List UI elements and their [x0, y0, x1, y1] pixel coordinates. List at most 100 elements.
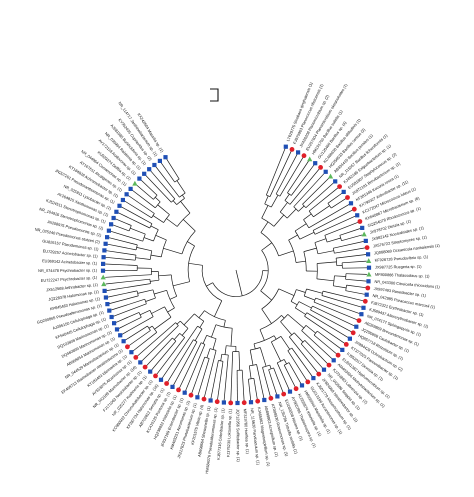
leaf-marker-blue: [105, 302, 110, 307]
leaf-marker-green: [307, 156, 313, 162]
tree-branch: [118, 212, 150, 229]
tree-branch: [345, 290, 365, 295]
tree-branch-arc: [248, 378, 254, 380]
tree-branch: [287, 350, 307, 381]
tree-branch: [269, 364, 272, 369]
tree-branch: [260, 221, 269, 233]
tree-branch: [327, 192, 343, 204]
leaf-marker-blue: [341, 189, 346, 194]
tree-branch: [264, 195, 269, 205]
leaf-marker-blue: [355, 213, 360, 218]
leaf-marker-blue: [158, 377, 164, 382]
tree-branches: [104, 148, 368, 402]
tree-branch-arc: [212, 270, 263, 297]
tree-branch-arc: [157, 271, 160, 281]
tree-branch: [322, 290, 364, 302]
leaf-marker-blue: [361, 305, 366, 310]
tree-branch: [315, 297, 360, 314]
tree-branch: [303, 247, 317, 252]
tree-branch-arc: [149, 310, 154, 317]
leaf-marker-blue: [120, 197, 125, 203]
tree-branch: [187, 241, 195, 247]
leaf-marker-blue: [101, 261, 106, 266]
leaf-marker-blue: [117, 203, 122, 208]
tree-branch-arc: [204, 356, 210, 359]
tree-branch: [312, 209, 353, 231]
tree-branch: [265, 148, 286, 196]
tree-branch: [283, 365, 296, 388]
tree-branch: [346, 284, 366, 289]
tree-branch-arc: [170, 274, 178, 297]
tree-branch-arc: [313, 297, 316, 303]
tree-branch: [280, 321, 293, 336]
tree-branch: [191, 356, 206, 394]
leaf-marker-red: [326, 362, 332, 368]
tree-branch: [154, 316, 172, 330]
tree-branch: [288, 362, 302, 384]
leaf-marker-blue: [340, 347, 345, 352]
tree-branch: [194, 328, 203, 341]
tree-branch: [188, 262, 203, 266]
tree-branch: [166, 218, 178, 227]
leaf-label: NR_074478 Psychrobacter sp. (1): [38, 268, 98, 273]
tree-branch: [115, 218, 132, 226]
tree-branch: [287, 160, 309, 193]
tree-branch: [140, 179, 158, 196]
tree-branch-arc: [149, 279, 151, 284]
leaf-label: JQ712956 Sulfitobacter sp. (1): [235, 409, 241, 463]
tree-branch: [253, 378, 258, 400]
leaf-marker-blue: [170, 384, 175, 389]
tree-branch: [125, 325, 148, 341]
tree-branch: [166, 158, 180, 180]
tree-branch: [110, 230, 143, 242]
leaf-marker-blue: [163, 155, 168, 160]
tree-branch-arc: [335, 258, 338, 266]
tree-branch: [304, 295, 315, 301]
tree-branch-arc: [279, 211, 288, 219]
leaf-marker-blue: [157, 158, 162, 163]
leaf-marker-blue: [102, 248, 107, 253]
tree-branch: [279, 202, 288, 213]
leaf-marker-green: [361, 231, 367, 237]
tree-branch: [163, 247, 183, 255]
tree-branch: [261, 242, 272, 251]
tree-branch: [111, 298, 145, 311]
tree-branch: [214, 300, 223, 317]
tree-branch: [154, 289, 167, 295]
tree-branch-arc: [332, 248, 335, 254]
leaf-marker-blue: [102, 288, 107, 293]
tree-branch: [167, 307, 175, 313]
leaf-marker-blue: [109, 222, 114, 227]
leaf-marker-blue: [208, 398, 213, 403]
tree-branch: [278, 250, 294, 257]
tree-branch-arc: [172, 337, 177, 342]
leaf-marker-blue: [129, 350, 134, 355]
tree-branch: [158, 274, 172, 277]
tree-branch-arc: [142, 233, 146, 242]
tree-branch-arc: [179, 333, 185, 338]
leaf-marker-blue: [195, 395, 200, 400]
tree-branch-arc: [201, 342, 206, 345]
leaf-marker-blue: [262, 397, 267, 403]
tree-branch-arc: [303, 251, 307, 272]
tree-branch: [289, 168, 320, 205]
tree-branch: [148, 325, 153, 329]
leaf-marker-blue: [148, 369, 153, 374]
tree-branch-arc: [303, 219, 310, 228]
tree-branch: [169, 295, 177, 300]
tree-branch-arc: [250, 347, 261, 351]
tree-branch: [118, 316, 142, 329]
tree-branch: [167, 339, 194, 382]
leaf-label: EU729257 Acinetobacter sp. (1): [43, 248, 99, 258]
leaf-marker-green: [101, 281, 107, 287]
tree-branch-arc: [287, 347, 293, 351]
tree-branch-arc: [160, 239, 167, 257]
tree-branch-arc: [152, 289, 156, 299]
leaf-marker-red: [364, 245, 370, 251]
tree-branch: [287, 314, 305, 329]
tree-branch: [173, 333, 180, 340]
scale-bar: [210, 88, 219, 102]
tree-branch: [336, 254, 367, 259]
tree-branch-arc: [176, 212, 191, 227]
tree-branch-arc: [166, 290, 175, 309]
